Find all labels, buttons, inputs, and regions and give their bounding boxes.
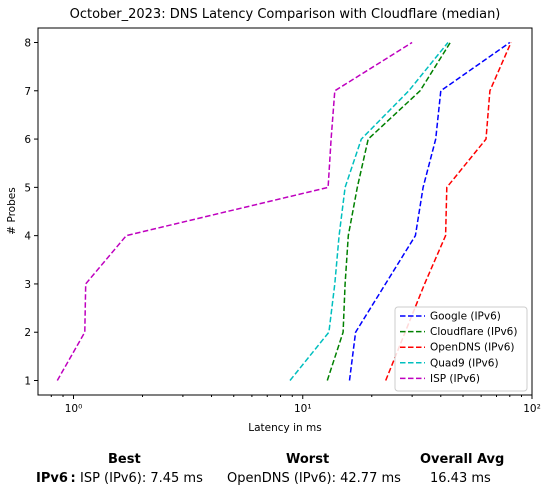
series-line xyxy=(385,42,512,381)
x-tick-label: 10¹ xyxy=(294,403,312,415)
y-tick-label: 8 xyxy=(24,37,31,49)
plot-area xyxy=(37,27,533,396)
x-axis-label: Latency in ms xyxy=(248,422,321,434)
summary-worst-value: OpenDNS (IPv6): 42.77 ms xyxy=(227,471,401,486)
series-line xyxy=(348,41,511,381)
summary-header-worst: Worst xyxy=(286,452,330,467)
series-line xyxy=(289,42,449,381)
y-tick-label: 3 xyxy=(24,279,31,291)
legend-label: Cloudflare (IPv6) xyxy=(430,326,517,338)
summary-best-value: ISP (IPv6): 7.45 ms xyxy=(80,471,203,486)
legend: Google (IPv6) Cloudflare (IPv6) OpenDNS (I… xyxy=(394,306,528,392)
y-tick-label: 4 xyxy=(24,231,31,243)
latency-chart: October_2023: DNS Latency Comparison wit… xyxy=(6,7,541,434)
chart-title: October_2023: DNS Latency Comparison wit… xyxy=(70,7,501,22)
series-layer xyxy=(56,41,512,381)
series-line xyxy=(326,42,451,381)
summary-header-avg: Overall Avg xyxy=(420,452,505,467)
x-tick-label: 10² xyxy=(523,403,541,415)
legend-label: Quad9 (IPv6) xyxy=(430,357,499,369)
series-line xyxy=(56,41,413,381)
y-tick-label: 5 xyxy=(24,182,31,194)
y-tick-label: 6 xyxy=(24,134,31,146)
summary-header-best: Best xyxy=(108,452,141,467)
axis-layer: 1 2 3 4 5 6 7 8 10⁰ 10¹ 10² xyxy=(24,37,540,415)
summary-row-label: IPv6 : xyxy=(36,471,76,486)
y-tick-label: 7 xyxy=(24,86,31,98)
legend-label: ISP (IPv6) xyxy=(430,373,480,385)
x-tick-label: 10⁰ xyxy=(65,403,83,415)
y-axis-label: # Probes xyxy=(6,187,18,234)
y-tick-label: 2 xyxy=(24,327,31,339)
y-tick-label: 1 xyxy=(24,376,31,388)
legend-label: OpenDNS (IPv6) xyxy=(430,342,515,354)
summary-avg-value: 16.43 ms xyxy=(430,471,491,486)
legend-label: Google (IPv6) xyxy=(430,311,501,323)
legend-box xyxy=(394,306,528,392)
